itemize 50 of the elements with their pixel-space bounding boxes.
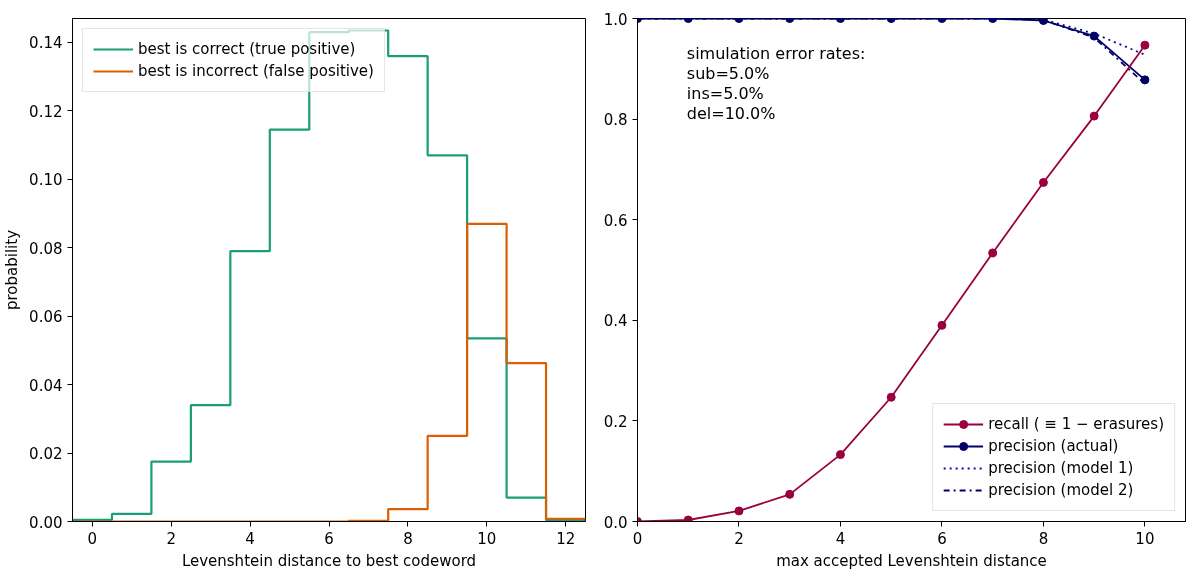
point xyxy=(734,506,744,516)
y-tick-label: 0.8 xyxy=(603,111,628,130)
x-tick-label: 2 xyxy=(166,529,176,548)
legend-label: best is incorrect (false positive) xyxy=(138,62,374,80)
legend-label: precision (actual) xyxy=(988,437,1119,455)
point xyxy=(1038,177,1048,187)
x-tick-label: 4 xyxy=(245,529,255,548)
y-tick-label: 1.0 xyxy=(603,10,628,29)
x-tick-label: 0 xyxy=(87,529,98,548)
point xyxy=(785,489,795,499)
x-tick-label: 10 xyxy=(477,529,497,548)
point xyxy=(683,515,693,522)
point xyxy=(835,450,845,460)
y-tick-label: 0.12 xyxy=(29,102,63,121)
x-axis-title: Levenshtein distance to best codeword xyxy=(181,551,477,570)
x-tick-label: 2 xyxy=(734,529,744,548)
x-tick-label: 0 xyxy=(632,529,643,548)
y-tick-label: 0.04 xyxy=(29,376,63,395)
y-axis-title: probability xyxy=(3,229,22,311)
y-tick-label: 0.4 xyxy=(603,312,628,331)
point xyxy=(1089,31,1099,41)
x-tick-label: 8 xyxy=(1038,529,1049,548)
point xyxy=(1140,40,1150,50)
y-tick-label: 0.08 xyxy=(29,239,63,258)
x-tick-label: 12 xyxy=(556,529,576,548)
point xyxy=(988,248,998,258)
y-tick-label: 0.6 xyxy=(603,211,628,230)
point xyxy=(937,320,947,330)
point xyxy=(1140,75,1150,85)
legend-label: precision (model 2) xyxy=(988,481,1134,499)
x-tick-label: 10 xyxy=(1135,529,1155,548)
point xyxy=(886,392,896,402)
y-tick-label: 0.06 xyxy=(29,308,63,327)
x-axis-title: max accepted Levenshtein distance xyxy=(776,551,1047,570)
legend-label: recall ( ≡ 1 − erasures) xyxy=(988,415,1164,433)
x-tick-label: 6 xyxy=(324,529,334,548)
y-tick-label: 0.02 xyxy=(29,445,63,464)
legend-label: precision (model 1) xyxy=(988,459,1134,477)
y-tick-label: 0.14 xyxy=(29,34,63,53)
x-tick-label: 6 xyxy=(937,529,947,548)
y-tick-label: 0.2 xyxy=(603,412,628,431)
y-tick-label: 0.00 xyxy=(29,513,63,532)
x-tick-label: 8 xyxy=(403,529,413,548)
legend-label: best is correct (true positive) xyxy=(138,40,356,58)
point xyxy=(1089,111,1099,121)
y-tick-label: 0.0 xyxy=(603,513,628,532)
annotation: simulation error rates: sub=5.0% ins=5.0% del=10.0% xyxy=(686,43,866,124)
x-tick-label: 4 xyxy=(835,529,846,548)
y-tick-label: 0.10 xyxy=(29,171,63,190)
point xyxy=(1038,18,1048,25)
